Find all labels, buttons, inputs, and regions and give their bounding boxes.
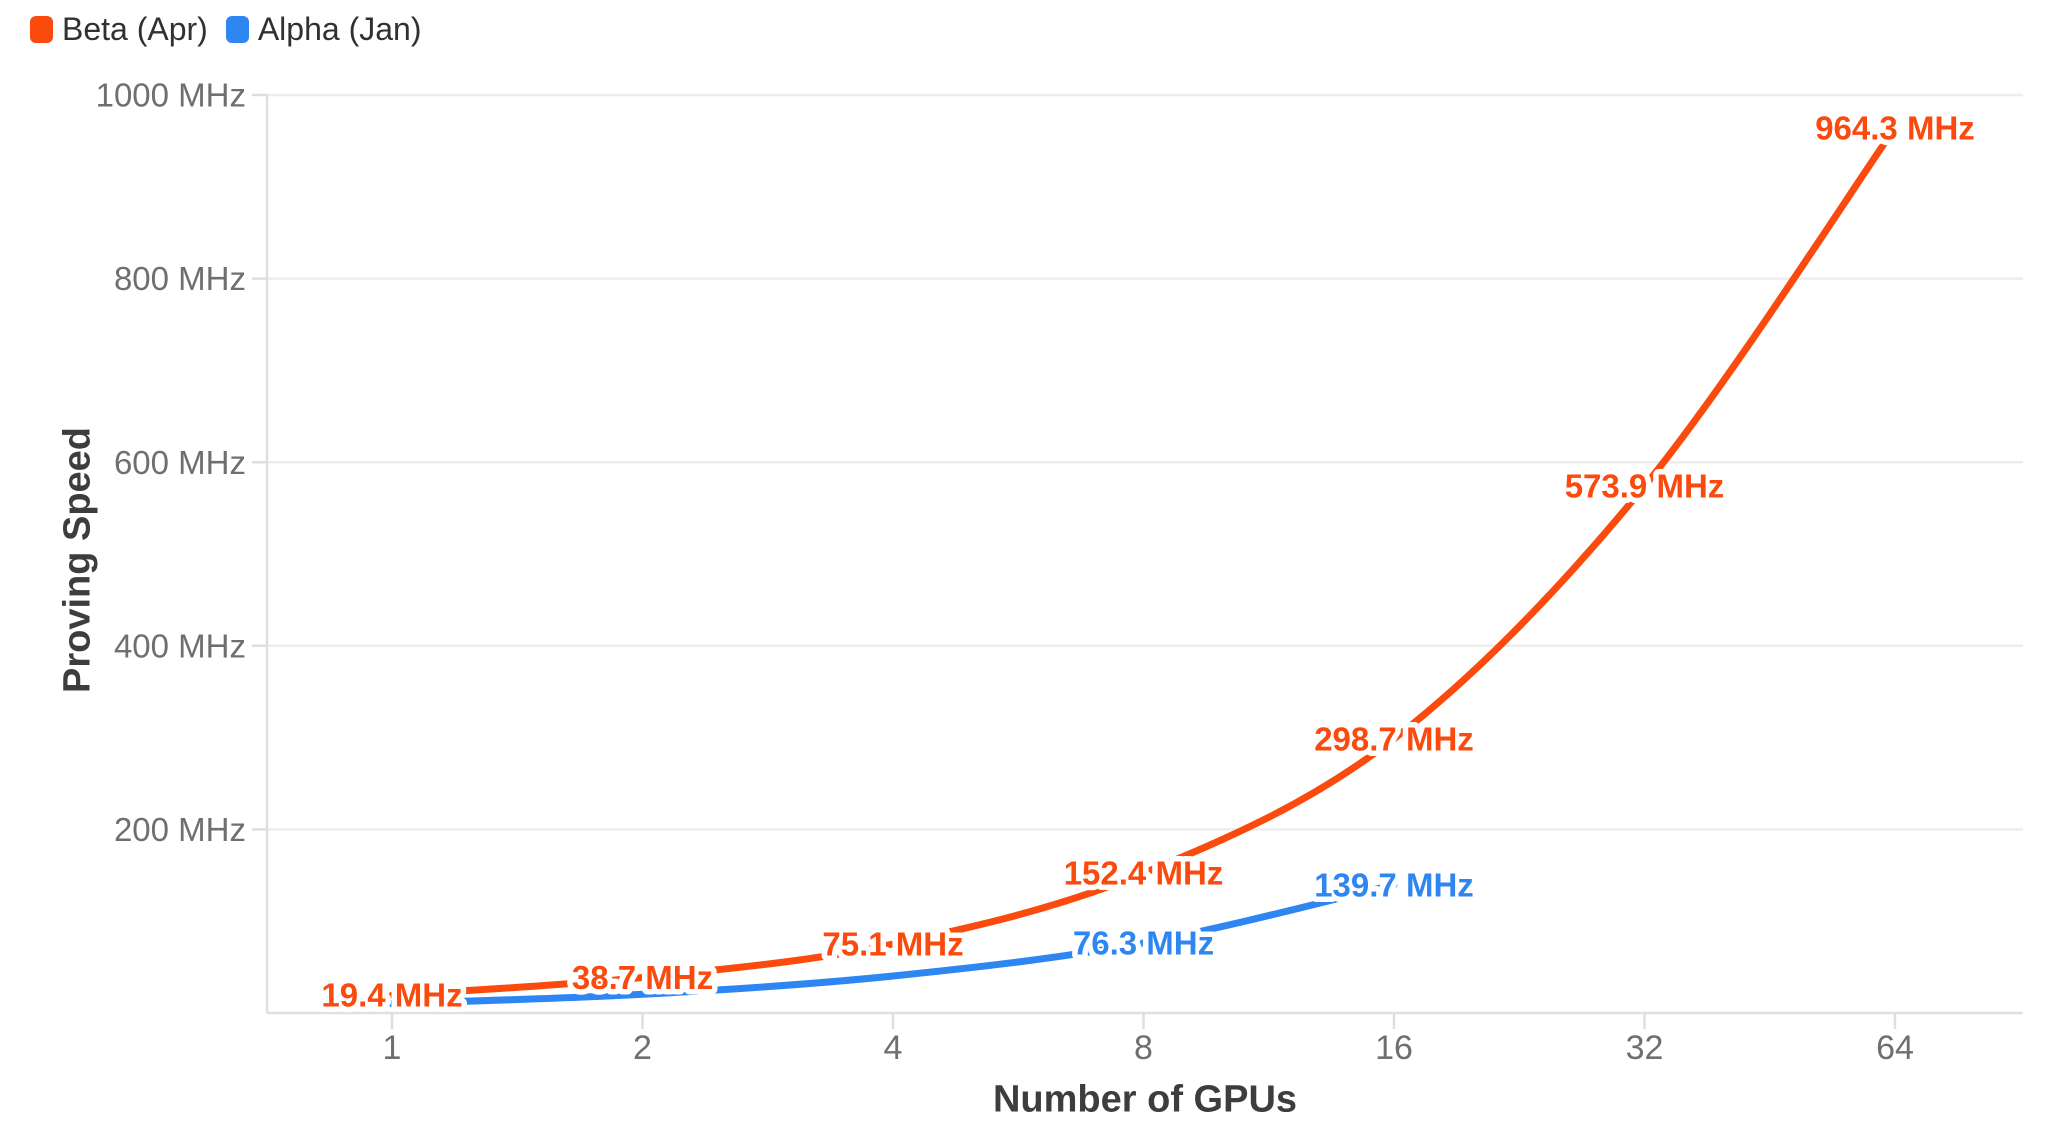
series-line-beta-apr xyxy=(388,124,1899,999)
point-label: 19.4 MHz xyxy=(321,977,462,1014)
x-tick-label: 16 xyxy=(1375,1029,1413,1067)
legend-item-beta-apr[interactable]: Beta (Apr) xyxy=(30,13,208,45)
legend-label-alpha: Alpha (Jan) xyxy=(257,11,422,47)
point-label: 152.4 MHz xyxy=(1064,855,1224,892)
y-tick-label: 1000 MHz xyxy=(96,77,246,114)
x-tick-label: 64 xyxy=(1876,1029,1914,1067)
y-tick-label: 400 MHz xyxy=(114,627,246,664)
y-tick-label: 200 MHz xyxy=(114,811,246,848)
legend-label-beta: Beta (Apr) xyxy=(62,11,208,47)
point-label: 573.9 MHz xyxy=(1565,468,1725,505)
legend-swatch-alpha-icon xyxy=(225,15,249,43)
x-axis-title: Number of GPUs xyxy=(992,1078,1298,1121)
legend-item-alpha-jan[interactable]: Alpha (Jan) xyxy=(225,11,422,47)
point-label: 75.1 MHz xyxy=(822,926,963,963)
y-tick-label: 600 MHz xyxy=(114,444,246,481)
x-tick-label: 32 xyxy=(1626,1029,1664,1067)
legend-swatch-beta-icon xyxy=(30,15,53,43)
point-label: 298.7 MHz xyxy=(1314,720,1474,757)
point-label: 139.7 MHz xyxy=(1314,866,1474,903)
x-tick-label: 4 xyxy=(884,1029,903,1067)
x-tick-label: 2 xyxy=(633,1029,652,1067)
y-tick-label: 800 MHz xyxy=(114,260,246,297)
point-label: 76.3 MHz xyxy=(1073,925,1214,962)
series-line-alpha-jan xyxy=(388,881,1398,1008)
point-label: 38.7 MHz xyxy=(572,959,713,996)
x-tick-label: 1 xyxy=(383,1029,402,1067)
point-label: 964.3 MHz xyxy=(1815,109,1975,146)
x-tick-label: 8 xyxy=(1134,1029,1153,1067)
chart-legend: Beta (Apr) Alpha (Jan) xyxy=(30,13,421,45)
